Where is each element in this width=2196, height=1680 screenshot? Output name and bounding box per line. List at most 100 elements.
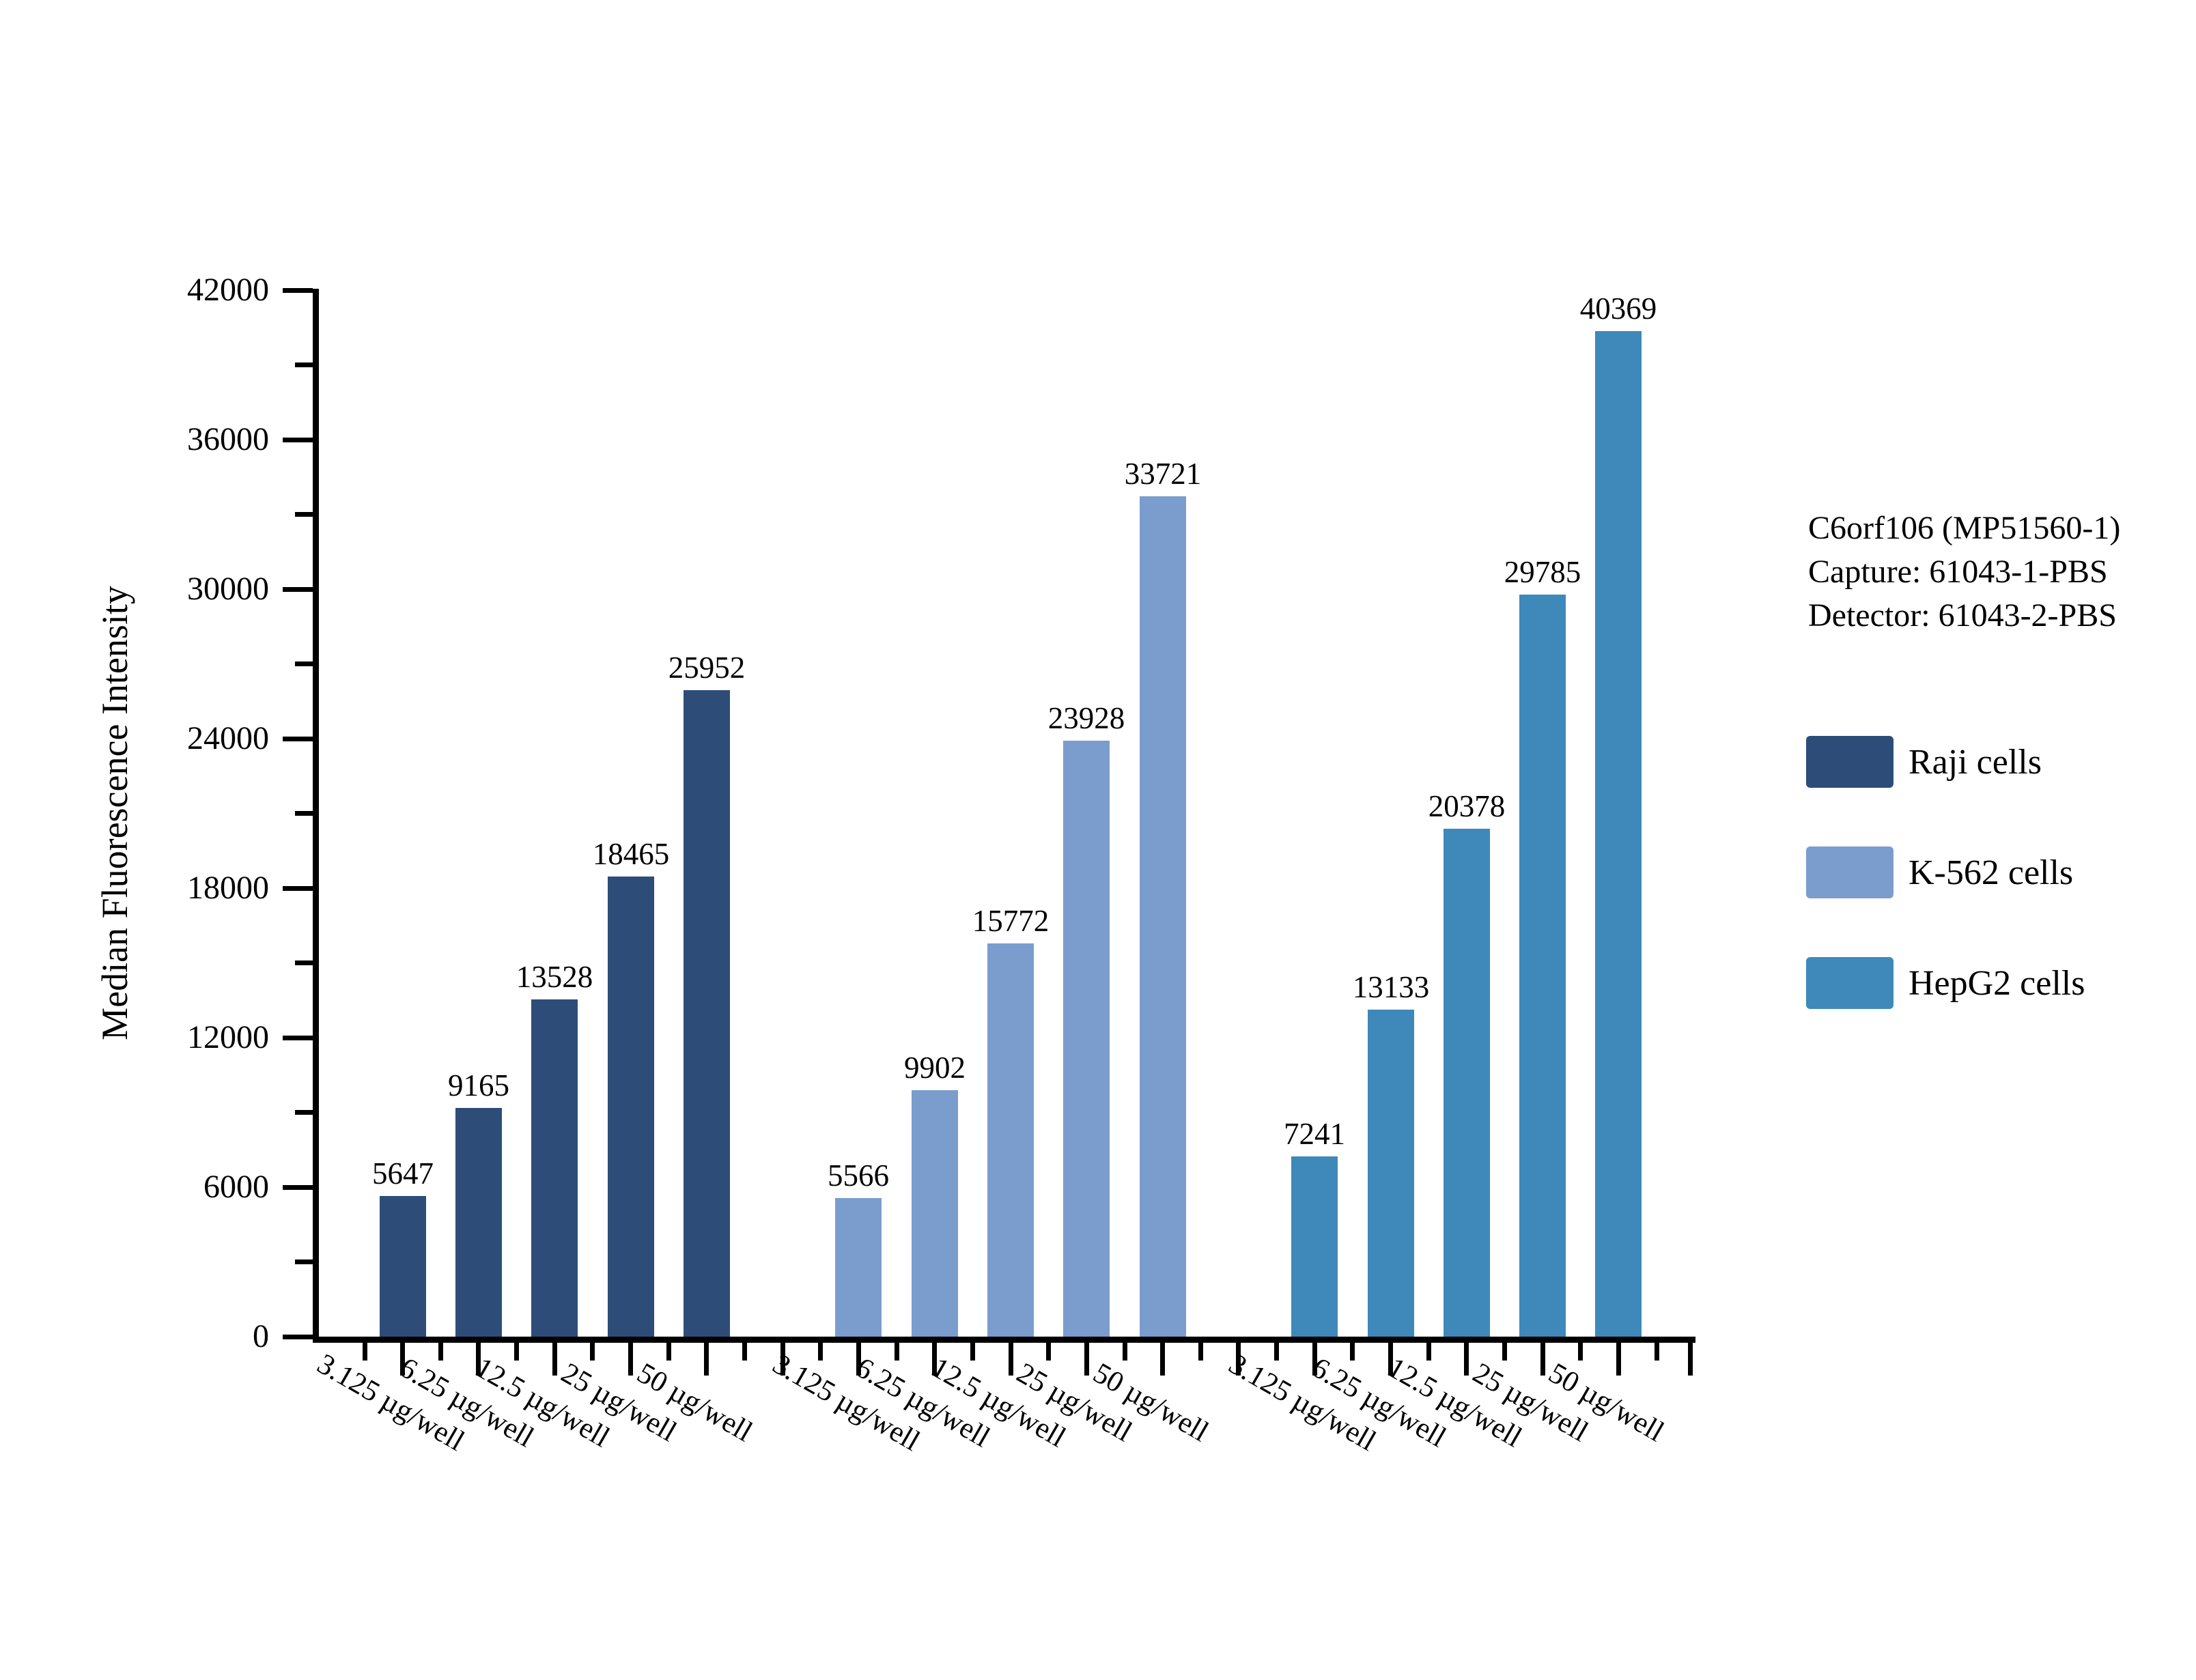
x-tick-major: [1009, 1343, 1013, 1376]
x-tick-major: [932, 1343, 937, 1376]
annotation-line: Capture: 61043-1-PBS: [1808, 554, 2108, 590]
x-tick-major: [1160, 1343, 1165, 1376]
bar-value-label: 20378: [1428, 789, 1506, 823]
bar: [1444, 829, 1490, 1337]
bar: [380, 1196, 426, 1337]
y-tick-minor: [295, 512, 313, 517]
x-tick-major: [1236, 1343, 1241, 1376]
y-tick-major: [283, 737, 313, 741]
y-tick-label: 0: [253, 1318, 269, 1354]
bar: [1063, 741, 1110, 1337]
x-tick-major: [1312, 1343, 1317, 1376]
y-tick-label: 36000: [187, 421, 269, 457]
bar-value-label: 40369: [1579, 291, 1657, 326]
x-tick-minor: [514, 1343, 519, 1361]
x-tick-major: [856, 1343, 861, 1376]
legend-swatch-hepg2: [1806, 957, 1894, 1009]
y-tick-major: [283, 886, 313, 891]
bar: [1595, 331, 1642, 1337]
x-tick-minor: [818, 1343, 823, 1361]
bar-value-label: 25952: [668, 651, 746, 685]
x-tick-minor: [1123, 1343, 1127, 1361]
bar-value-label: 13133: [1352, 970, 1430, 1004]
y-tick-major: [283, 1335, 313, 1339]
y-tick-minor: [295, 362, 313, 367]
y-tick-label: 12000: [187, 1019, 269, 1055]
x-tick-minor: [1655, 1343, 1659, 1361]
y-tick-major: [283, 1036, 313, 1040]
bar: [1291, 1156, 1338, 1337]
x-tick-major: [1540, 1343, 1545, 1376]
y-tick-label: 18000: [187, 870, 269, 906]
legend-label: Raji cells: [1909, 742, 2042, 782]
annotation-block: C6orf106 (MP51560-1) Capture: 61043-1-PB…: [1808, 507, 2120, 638]
bar-value-label: 29785: [1504, 555, 1581, 589]
y-tick-major: [283, 438, 313, 442]
bar-value-label: 23928: [1047, 701, 1125, 735]
bar-value-label: 9165: [448, 1068, 509, 1102]
x-tick-major: [628, 1343, 633, 1376]
x-tick-minor: [1046, 1343, 1051, 1361]
x-tick-major: [1084, 1343, 1089, 1376]
y-tick-major: [283, 587, 313, 592]
y-tick-minor: [295, 1110, 313, 1115]
bar: [608, 877, 654, 1337]
bar: [531, 999, 578, 1337]
x-tick-minor: [438, 1343, 443, 1361]
bar: [1368, 1010, 1414, 1337]
x-tick-major: [1464, 1343, 1469, 1376]
x-tick-minor: [970, 1343, 975, 1361]
bar: [912, 1090, 958, 1337]
bar: [835, 1198, 882, 1337]
x-tick-minor: [1350, 1343, 1355, 1361]
y-tick-label: 24000: [187, 720, 269, 756]
x-tick-minor: [1426, 1343, 1431, 1361]
x-tick-minor: [1502, 1343, 1507, 1361]
bar-value-label: 33721: [1124, 457, 1202, 491]
legend-item: Raji cells: [1806, 736, 2042, 788]
x-tick-minor: [1198, 1343, 1203, 1361]
y-tick-minor: [295, 661, 313, 666]
x-tick-major: [400, 1343, 405, 1376]
x-tick-major: [1688, 1343, 1693, 1376]
x-tick-minor: [666, 1343, 671, 1361]
y-tick-label: 6000: [203, 1169, 269, 1205]
x-tick-major: [704, 1343, 709, 1376]
x-tick-major: [1616, 1343, 1621, 1376]
y-tick-major: [283, 288, 313, 293]
x-tick-major: [552, 1343, 557, 1376]
bar-value-label: 7241: [1284, 1117, 1345, 1151]
legend-swatch-raji: [1806, 736, 1894, 788]
bar: [684, 690, 730, 1337]
x-tick-minor: [363, 1343, 367, 1361]
bar-value-label: 13528: [516, 960, 593, 994]
legend-item: K-562 cells: [1806, 846, 2073, 898]
legend-label: K-562 cells: [1909, 853, 2074, 892]
x-tick-major: [476, 1343, 481, 1376]
y-tick-minor: [295, 1259, 313, 1264]
y-tick-minor: [295, 960, 313, 965]
bar-value-label: 5566: [828, 1158, 889, 1193]
bar-value-label: 5647: [372, 1156, 434, 1191]
x-tick-minor: [590, 1343, 595, 1361]
x-tick-major: [1388, 1343, 1393, 1376]
bar: [1140, 496, 1186, 1337]
annotation-line: C6orf106 (MP51560-1): [1808, 510, 2121, 546]
bar-value-label: 15772: [972, 904, 1050, 938]
y-tick-label: 42000: [187, 272, 269, 308]
x-tick-minor: [1274, 1343, 1279, 1361]
y-axis-title: Median Fluorescence Intensity: [94, 586, 135, 1040]
y-tick-label: 30000: [187, 571, 269, 607]
bar: [1519, 595, 1566, 1337]
bar-value-label: 9902: [904, 1051, 966, 1085]
y-tick-minor: [295, 811, 313, 816]
x-axis: [313, 1337, 1695, 1343]
x-tick-major: [780, 1343, 785, 1376]
x-tick-minor: [895, 1343, 899, 1361]
bar-value-label: 18465: [592, 837, 670, 871]
annotation-line: Detector: 61043-2-PBS: [1808, 597, 2117, 633]
x-tick-minor: [1578, 1343, 1583, 1361]
y-axis: [313, 289, 319, 1343]
x-tick-minor: [742, 1343, 747, 1361]
